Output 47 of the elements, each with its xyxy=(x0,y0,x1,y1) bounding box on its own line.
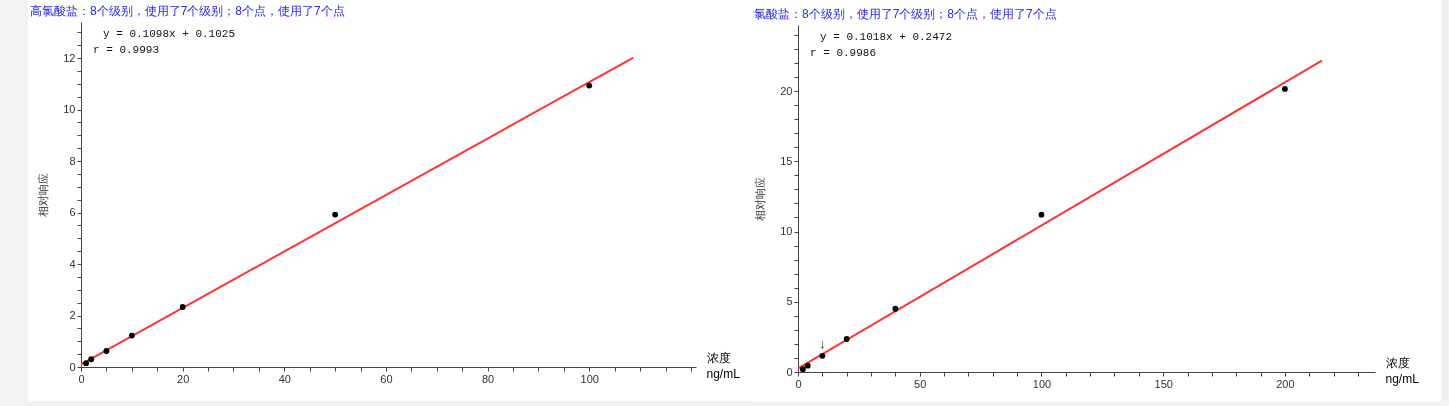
point xyxy=(1282,86,1288,92)
y-axis-title: 相对响应 xyxy=(37,173,50,217)
point xyxy=(819,352,826,359)
chart-title: 高氯酸盐：8个级别，使用了7个级别；8个点，使用了7个点 xyxy=(30,4,345,18)
annotation: r = 0.9986 xyxy=(810,47,877,59)
point xyxy=(799,366,806,373)
x-axis-title: 浓度 ng/mL xyxy=(1385,355,1420,386)
annotation: y = 0.1098x + 0.1025 xyxy=(103,28,236,40)
y-tick-label: 6 xyxy=(69,206,76,219)
x-tick-label: 0 xyxy=(795,377,802,390)
y-tick-label: 0 xyxy=(69,360,76,373)
y-tick-label: 10 xyxy=(780,225,793,238)
point xyxy=(586,82,593,89)
point xyxy=(88,356,95,363)
x-tick-label: 20 xyxy=(177,372,190,385)
y-tick-label: 5 xyxy=(786,295,793,308)
chart-title: 氯酸盐：8个级别，使用了7个级别；8个点，使用了7个点 xyxy=(754,7,1057,21)
point xyxy=(103,348,110,354)
point xyxy=(843,336,850,342)
point xyxy=(1038,211,1045,218)
x-tick-label: 150 xyxy=(1154,377,1173,390)
x-tick-label: 200 xyxy=(1276,377,1295,390)
x-tick-label: 100 xyxy=(1032,377,1052,390)
annotation: ↓ xyxy=(819,335,826,351)
y-tick-label: 20 xyxy=(780,84,793,97)
y-tick-label: 8 xyxy=(69,154,76,167)
annotation: r = 0.9993 xyxy=(93,44,160,56)
x-axis-title: 浓度 ng/mL xyxy=(706,350,741,381)
x-tick-label: 80 xyxy=(481,372,495,385)
y-tick-label: 12 xyxy=(63,51,76,64)
point xyxy=(892,305,899,312)
y-tick-label: 15 xyxy=(780,154,793,167)
x-tick-label: 60 xyxy=(380,372,393,385)
y-axis-title: 相对响应 xyxy=(754,177,767,221)
point xyxy=(128,332,135,339)
y-tick-label: 4 xyxy=(69,257,76,270)
x-tick-label: 40 xyxy=(278,372,291,385)
point xyxy=(179,304,186,310)
annotation: y = 0.1018x + 0.2472 xyxy=(820,31,953,43)
x-tick-label: 0 xyxy=(78,372,85,385)
point xyxy=(332,211,339,218)
x-tick-label: 50 xyxy=(914,377,927,390)
x-tick-label: 100 xyxy=(580,372,599,385)
point xyxy=(804,362,811,369)
y-tick-label: 2 xyxy=(69,309,76,322)
point xyxy=(83,360,89,367)
y-tick-label: 10 xyxy=(63,103,76,116)
